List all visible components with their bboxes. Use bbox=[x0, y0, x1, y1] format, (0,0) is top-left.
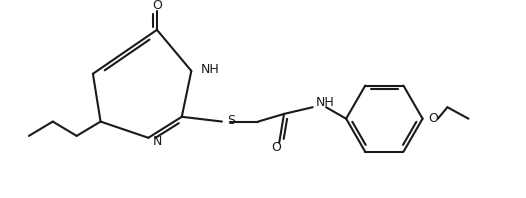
Text: N: N bbox=[153, 135, 163, 148]
Text: O: O bbox=[428, 112, 438, 125]
Text: NH: NH bbox=[201, 63, 220, 75]
Text: S: S bbox=[227, 114, 235, 127]
Text: O: O bbox=[152, 0, 162, 12]
Text: O: O bbox=[271, 141, 281, 154]
Text: NH: NH bbox=[316, 96, 335, 109]
